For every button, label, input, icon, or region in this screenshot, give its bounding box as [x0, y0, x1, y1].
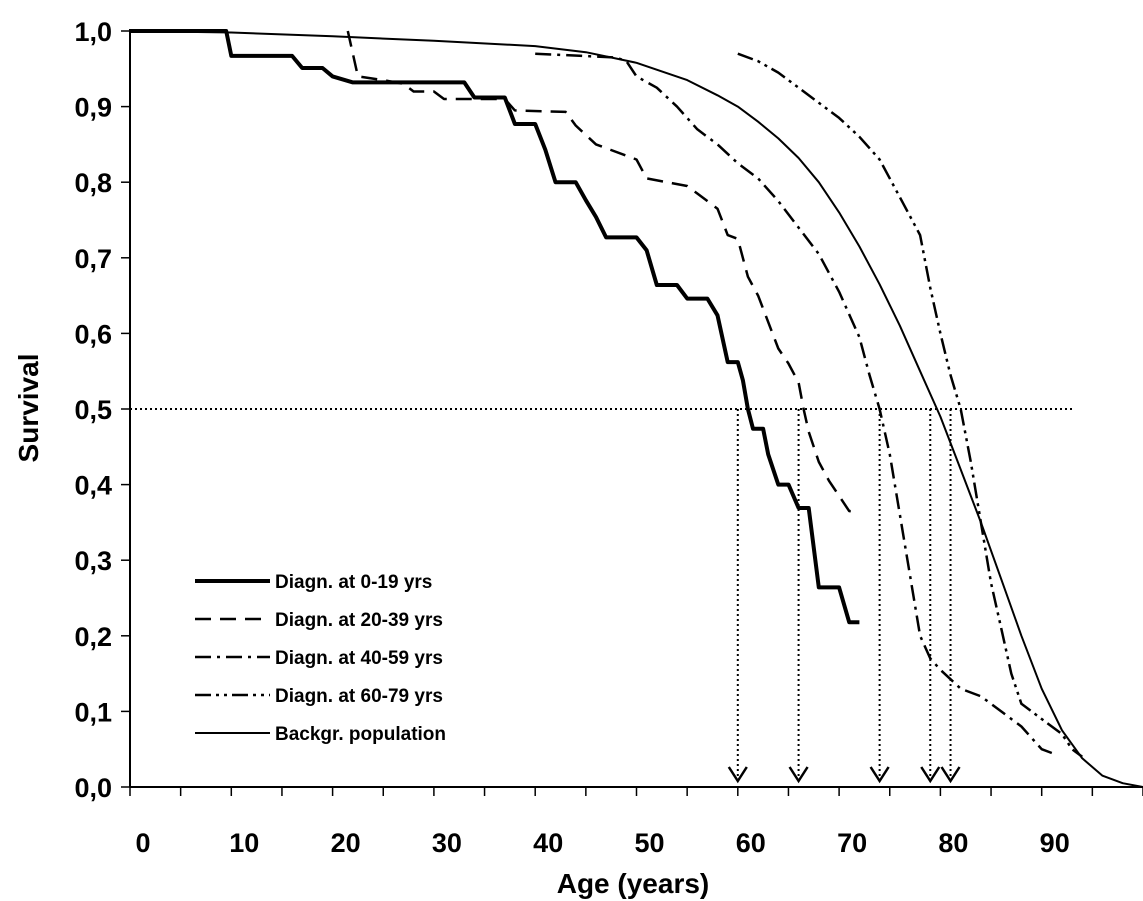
- y-tick-label: 1,0: [74, 17, 112, 47]
- series-line-1: [346, 30, 860, 513]
- y-tick-label: 0,6: [74, 319, 112, 349]
- median-arrow-head-4: [940, 766, 961, 784]
- y-tick-label: 0,8: [74, 168, 112, 198]
- median-arrow-head-2: [869, 766, 890, 784]
- median-arrow-head-3: [920, 766, 941, 784]
- x-tick-label: 50: [634, 828, 664, 858]
- x-tick-label: 10: [229, 828, 259, 858]
- series-line-3: [737, 52, 1083, 758]
- x-tick-label: 90: [1040, 828, 1070, 858]
- median-arrows: [727, 409, 961, 784]
- legend: Diagn. at 0-19 yrs Diagn. at 20-39 yrs Dia…: [195, 572, 446, 745]
- series-group: [129, 29, 1143, 788]
- legend-label-0: Diagn. at 0-19 yrs: [275, 572, 432, 593]
- x-tick-label: 60: [736, 828, 766, 858]
- y-tick-label: 0,1: [74, 697, 112, 727]
- y-tick-label: 0,9: [74, 93, 112, 123]
- series-line-0: [130, 29, 860, 625]
- series-line-4: [129, 30, 1143, 788]
- x-tick-label: 40: [533, 828, 563, 858]
- y-tick-label: 0,0: [74, 773, 112, 803]
- series-line-2: [535, 52, 1053, 755]
- y-tick-label: 0,2: [74, 622, 112, 652]
- legend-label-1: Diagn. at 20-39 yrs: [275, 610, 443, 631]
- median-arrow-head-1: [788, 766, 809, 784]
- y-tick-label: 0,7: [74, 244, 112, 274]
- tick-labels: 0 10 20 30 40 50 60 70 80 90 0,0 0,1 0,2 0,3 0,4 0,5 0,6…: [74, 17, 1069, 858]
- x-axis-title: Age (years): [557, 868, 710, 899]
- x-tick-label: 80: [938, 828, 968, 858]
- legend-label-2: Diagn. at 40-59 yrs: [275, 648, 443, 669]
- y-tick-label: 0,3: [74, 546, 112, 576]
- y-tick-label: 0,5: [74, 395, 112, 425]
- x-tick-label: 0: [135, 828, 150, 858]
- legend-label-4: Backgr. population: [275, 724, 446, 745]
- x-tick-label: 70: [837, 828, 867, 858]
- y-axis-title: Survival: [13, 354, 44, 463]
- x-tick-label: 20: [331, 828, 361, 858]
- axes: [121, 29, 1143, 796]
- median-arrow-head-0: [727, 766, 748, 784]
- legend-label-3: Diagn. at 60-79 yrs: [275, 686, 443, 707]
- x-tick-label: 30: [432, 828, 462, 858]
- y-tick-label: 0,4: [74, 471, 112, 501]
